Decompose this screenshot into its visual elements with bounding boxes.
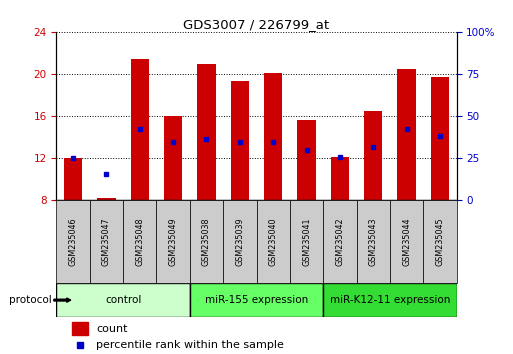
Bar bbox=[56, 283, 190, 317]
Bar bbox=[198, 64, 215, 200]
Bar bbox=[364, 111, 382, 200]
Text: miR-155 expression: miR-155 expression bbox=[205, 295, 308, 305]
Bar bbox=[431, 77, 449, 200]
Text: miR-K12-11 expression: miR-K12-11 expression bbox=[330, 295, 450, 305]
Text: count: count bbox=[96, 324, 128, 333]
Text: GSM235044: GSM235044 bbox=[402, 217, 411, 266]
Text: GSM235049: GSM235049 bbox=[169, 217, 177, 266]
Text: control: control bbox=[105, 295, 141, 305]
Text: GSM235046: GSM235046 bbox=[69, 217, 77, 266]
Bar bbox=[64, 158, 82, 200]
Text: GSM235047: GSM235047 bbox=[102, 217, 111, 266]
Bar bbox=[298, 120, 315, 200]
Text: GSM235041: GSM235041 bbox=[302, 217, 311, 266]
Bar bbox=[190, 283, 323, 317]
Text: GSM235043: GSM235043 bbox=[369, 217, 378, 266]
Bar bbox=[398, 69, 416, 200]
Text: percentile rank within the sample: percentile rank within the sample bbox=[96, 340, 284, 350]
Text: GSM235039: GSM235039 bbox=[235, 217, 244, 266]
Bar bbox=[323, 283, 457, 317]
Text: GSM235038: GSM235038 bbox=[202, 217, 211, 266]
Text: GSM235045: GSM235045 bbox=[436, 217, 444, 266]
Bar bbox=[331, 157, 349, 200]
Title: GDS3007 / 226799_at: GDS3007 / 226799_at bbox=[184, 18, 329, 31]
Bar bbox=[164, 116, 182, 200]
Bar bbox=[231, 81, 249, 200]
Bar bbox=[72, 322, 88, 335]
Text: GSM235048: GSM235048 bbox=[135, 217, 144, 266]
Bar bbox=[264, 73, 282, 200]
Text: GSM235042: GSM235042 bbox=[336, 217, 344, 266]
Bar bbox=[131, 59, 149, 200]
Bar bbox=[97, 198, 115, 200]
Text: GSM235040: GSM235040 bbox=[269, 217, 278, 266]
Text: protocol: protocol bbox=[9, 295, 51, 305]
